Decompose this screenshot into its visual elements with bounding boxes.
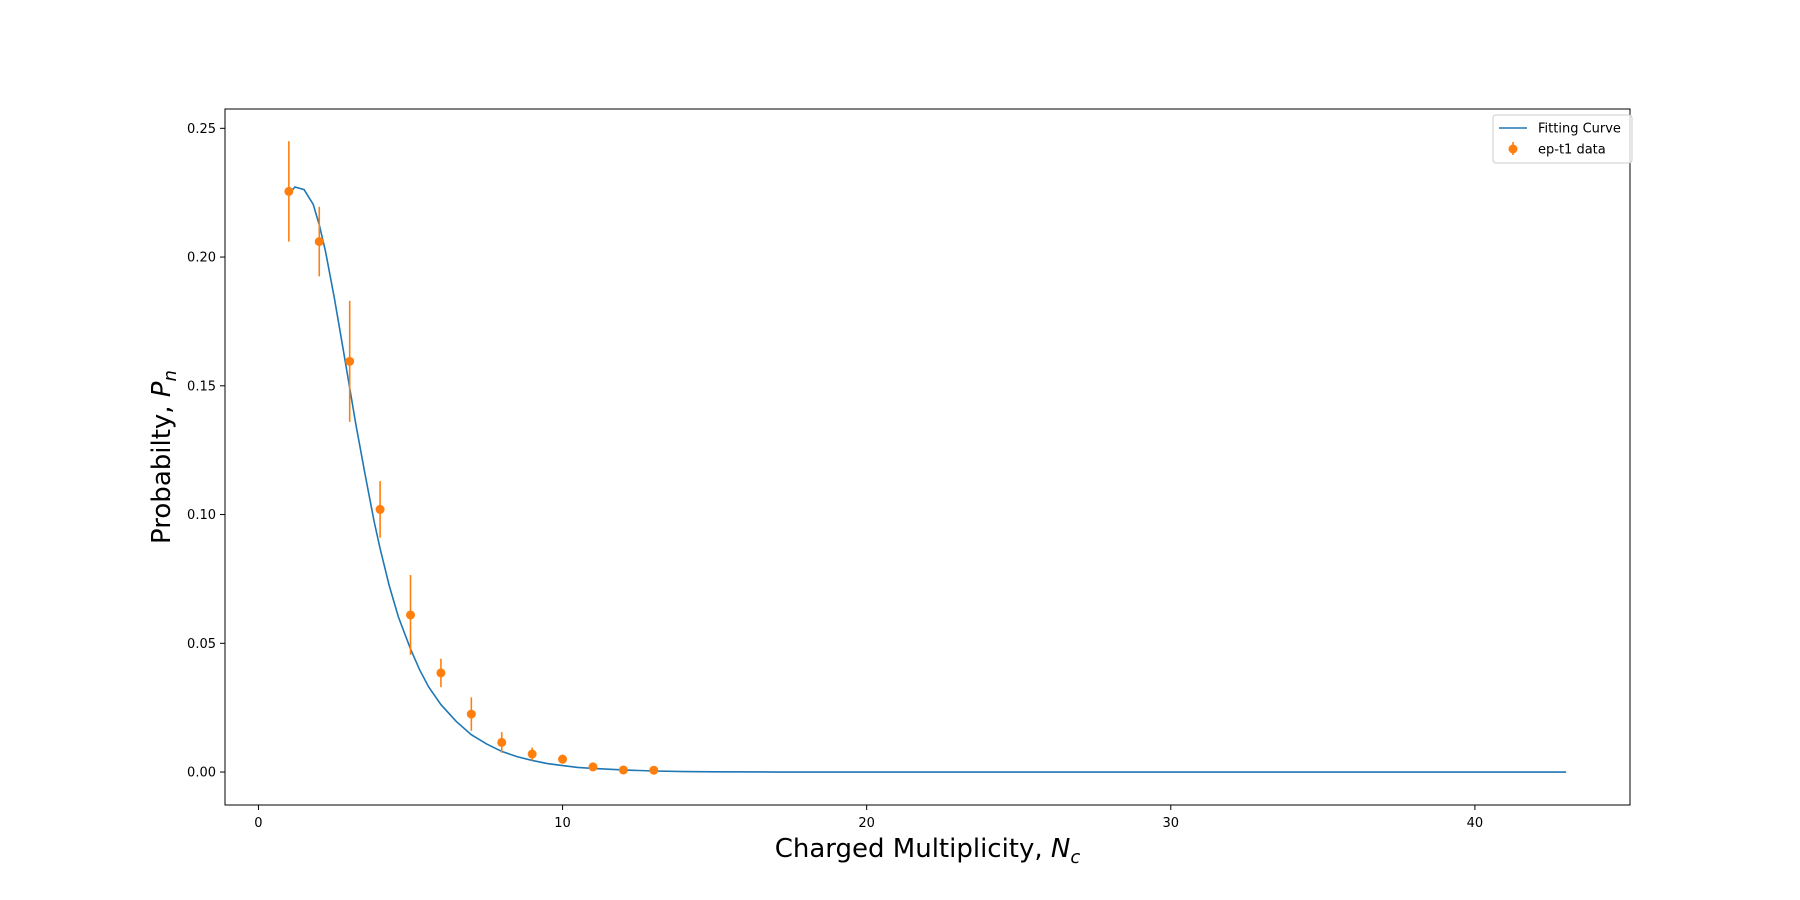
y-tick-label: 0.05	[187, 637, 216, 652]
data-point	[497, 737, 507, 747]
data-point	[649, 765, 659, 775]
data-point	[588, 762, 598, 772]
x-tick-label: 40	[1467, 816, 1484, 831]
x-tick-label: 30	[1163, 816, 1180, 831]
legend-entry-ep-t1-data: ep-t1 data	[1538, 143, 1606, 158]
y-axis-label-main: Probabilty,	[147, 397, 177, 544]
legend: Fitting Curve ep-t1 data	[1492, 114, 1633, 164]
plot-area	[284, 141, 1567, 775]
y-tick-label: 0.15	[187, 379, 216, 394]
x-axis-label-sub: c	[1070, 847, 1080, 868]
y-axis-label: Probabilty, Pn	[147, 370, 181, 544]
x-axis-label-main: Charged Multiplicity,	[775, 834, 1051, 864]
fitting-curve-line	[288, 186, 1567, 773]
x-axis-label-var: N	[1051, 834, 1070, 864]
data-point	[375, 504, 385, 514]
y-axis-label-sub: n	[160, 370, 181, 381]
x-axis-label: Charged Multiplicity, Nc	[775, 834, 1081, 868]
plot-frame	[224, 108, 1631, 806]
x-tick-label: 10	[554, 816, 571, 831]
legend-entry-fitting-curve: Fitting Curve	[1538, 122, 1621, 137]
data-point	[345, 356, 355, 366]
x-tick-label: 0	[254, 816, 262, 831]
y-tick-label: 0.20	[187, 251, 216, 266]
y-tick-label: 0.10	[187, 508, 216, 523]
y-axis-label-var: P	[147, 381, 177, 397]
data-point	[527, 749, 537, 759]
data-point	[406, 610, 416, 620]
x-axis: 0 10 20 30 40	[254, 805, 1483, 831]
legend-box	[1492, 114, 1633, 164]
data-point	[558, 754, 568, 764]
data-point	[314, 237, 324, 247]
y-tick-label: 0.00	[187, 766, 216, 781]
data-point	[436, 668, 446, 678]
y-axis: 0.00 0.05 0.10 0.15 0.20 0.25	[187, 122, 225, 781]
y-tick-label: 0.25	[187, 122, 216, 137]
data-point	[284, 186, 294, 196]
data-point	[466, 709, 476, 719]
data-point	[618, 765, 628, 775]
legend-marker-swatch	[1508, 144, 1518, 154]
x-tick-label: 20	[858, 816, 875, 831]
